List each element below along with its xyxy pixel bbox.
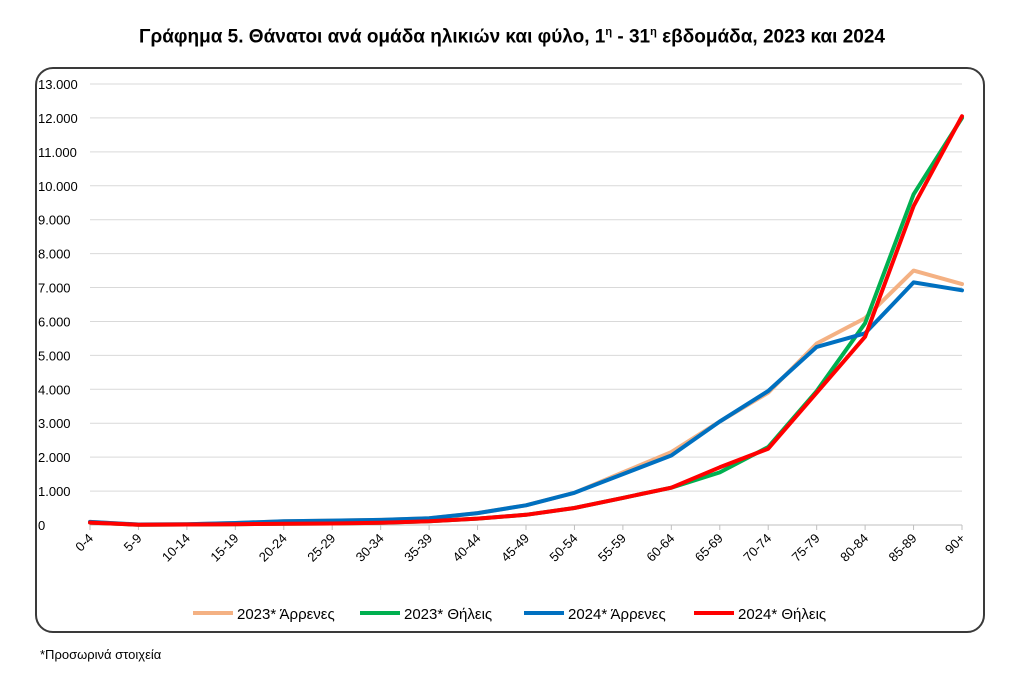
y-tick-label: 12.000	[38, 111, 78, 126]
y-tick-label: 10.000	[38, 179, 78, 194]
series-lines	[88, 114, 964, 527]
x-tick-label: 90+	[942, 531, 968, 557]
y-tick-label: 0	[38, 518, 45, 533]
line-chart: 0 1.000 2.000 3.000 4.000 5.000 6.000 7.000 8.00…	[38, 77, 968, 623]
y-tick-label: 5.000	[38, 348, 71, 363]
x-tick-label: 80-84	[837, 531, 871, 565]
y-tick-label: 4.000	[38, 382, 71, 397]
x-tick-label: 75-79	[789, 531, 823, 565]
y-tick-label: 8.000	[38, 247, 71, 262]
legend: 2023* Άρρενες 2023* Θήλεις 2024* Άρρενες 20…	[193, 606, 826, 623]
x-tick-label: 40-44	[450, 531, 484, 565]
y-tick-label: 11.000	[38, 145, 77, 160]
chart-frame	[35, 67, 985, 633]
x-tick-label: 35-39	[401, 531, 435, 565]
x-tick-label: 50-54	[546, 531, 580, 565]
y-axis-ticks: 0 1.000 2.000 3.000 4.000 5.000 6.000 7.000 8.00…	[38, 77, 78, 533]
x-tick-label: 65-69	[692, 531, 726, 565]
y-tick-label: 9.000	[38, 213, 71, 228]
x-tick-label: 5-9	[121, 531, 145, 555]
title-end: εβδομάδα, 2023 και 2024	[656, 26, 885, 48]
y-tick-label: 6.000	[38, 314, 71, 329]
chart-title: Γράφημα 5. Θάνατοι ανά ομάδα ηλικιών και…	[0, 26, 1024, 48]
x-tick-label: 45-49	[498, 531, 532, 565]
legend-label: 2024* Άρρενες	[568, 606, 666, 623]
y-tick-label: 13.000	[38, 77, 78, 92]
y-tick-label: 7.000	[38, 281, 71, 296]
x-axis-ticks: 0-4 5-9 10-14 15-19 20-24 25-29 30-34 35-39 40-4…	[72, 531, 968, 565]
title-sup-1: η	[605, 26, 613, 38]
title-main: Γράφημα 5. Θάνατοι ανά ομάδα ηλικιών και…	[139, 26, 606, 48]
y-tick-label: 2.000	[38, 450, 71, 465]
title-mid: - 31	[612, 26, 651, 48]
title-sup-2: η	[650, 26, 657, 38]
footnote: *Προσωρινά στοιχεία	[40, 647, 162, 662]
x-tick-label: 25-29	[304, 531, 338, 565]
legend-label: 2023* Θήλεις	[404, 606, 492, 623]
x-tick-label: 55-59	[595, 531, 629, 565]
gridlines	[90, 83, 962, 492]
series-line	[88, 280, 964, 527]
x-tick-label: 85-89	[886, 531, 920, 565]
x-tick-label: 30-34	[353, 531, 387, 565]
x-tick-label: 0-4	[72, 531, 96, 555]
y-tick-label: 1.000	[38, 484, 71, 499]
series-line	[88, 114, 964, 527]
x-tick-label: 70-74	[740, 531, 774, 565]
x-tick-label: 60-64	[643, 531, 677, 565]
y-tick-label: 3.000	[38, 416, 71, 431]
x-tick-label: 20-24	[256, 531, 290, 565]
series-line	[88, 268, 964, 527]
x-tick-label: 10-14	[159, 531, 193, 565]
x-tick-label: 15-19	[207, 531, 241, 565]
legend-label: 2023* Άρρενες	[237, 606, 335, 623]
legend-label: 2024* Θήλεις	[738, 606, 826, 623]
